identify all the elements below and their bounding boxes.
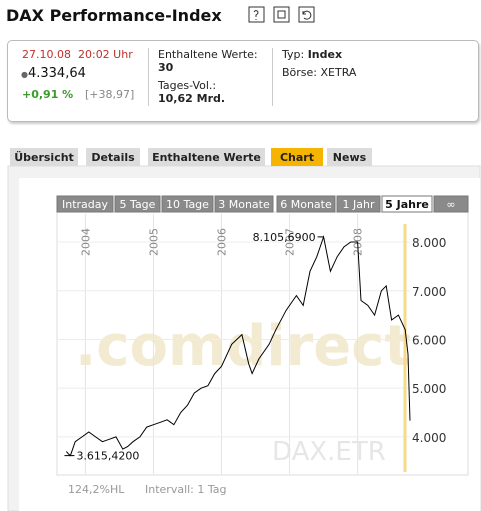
y-tick-label: 7.000 xyxy=(412,285,446,299)
chart-tab[interactable] xyxy=(381,195,433,213)
divider xyxy=(148,48,149,106)
chart-tab-label[interactable]: 6 Monate xyxy=(280,198,332,211)
icons xyxy=(248,6,315,23)
exchange-label: Börse: xyxy=(282,66,318,79)
chart-tab[interactable] xyxy=(114,195,161,213)
tab-label[interactable]: Enthaltene Werte xyxy=(152,151,261,164)
price-value: 4.334,64 xyxy=(27,66,86,81)
divider xyxy=(272,48,273,106)
change-abs: [+38,97] xyxy=(85,88,135,101)
chart-tab[interactable] xyxy=(214,195,274,213)
watermark: .comdirect xyxy=(75,314,411,379)
exchange-value: XETRA xyxy=(320,66,357,79)
type: Typ: Index xyxy=(282,48,342,61)
range-info: 124,2%HL xyxy=(68,483,125,496)
tab[interactable] xyxy=(327,148,372,166)
chart-tab[interactable] xyxy=(276,195,336,213)
quote-date: 27.10.08 20:02 Uhr xyxy=(22,48,133,61)
tab[interactable] xyxy=(148,148,265,166)
symbol-watermark: DAX.ETR xyxy=(272,437,386,467)
chart-tab[interactable] xyxy=(161,195,214,213)
title: DAX Performance-Index xyxy=(6,6,222,25)
change-pct: +0,91 % xyxy=(22,88,74,101)
y-tick-label: 8.000 xyxy=(412,236,446,250)
date: 27.10.08 xyxy=(22,48,71,61)
members: 30 xyxy=(158,61,174,74)
chart-tab-label[interactable]: ∞ xyxy=(446,198,455,211)
members-label: Enthaltene Werte: xyxy=(158,48,258,61)
type-label: Typ: xyxy=(282,48,305,61)
tab-label[interactable]: News xyxy=(333,151,367,164)
chart-tab-label[interactable]: Intraday xyxy=(62,198,109,211)
exchange: Börse: XETRA xyxy=(282,66,356,79)
type-value: Index xyxy=(307,48,343,61)
annotation-label: 3.615,4200 xyxy=(76,450,139,463)
price: ●4.334,64 xyxy=(21,66,86,81)
chart-tab[interactable] xyxy=(433,195,469,213)
chart-tab[interactable] xyxy=(56,195,114,213)
interval: Intervall: 1 Tag xyxy=(145,483,227,496)
y-tick-label: 4.000 xyxy=(412,431,446,445)
annotation-label: 8.105,6900 xyxy=(253,231,316,244)
tab-label[interactable]: Chart xyxy=(280,151,314,164)
quote-box xyxy=(7,40,479,122)
y-tick-label: 6.000 xyxy=(412,333,446,347)
chart-tab-label[interactable]: 1 Jahr xyxy=(343,198,375,211)
volume-label: Tages-Vol.: xyxy=(158,79,217,92)
volume: 10,62 Mrd. xyxy=(158,92,226,105)
tab-label[interactable]: Übersicht xyxy=(14,150,74,164)
y-tick-label: 5.000 xyxy=(412,382,446,396)
chart-tab-label[interactable]: 5 Tage xyxy=(120,198,156,211)
chart-tab[interactable] xyxy=(336,195,381,213)
tab-label[interactable]: Details xyxy=(91,151,135,164)
price-line xyxy=(66,234,411,457)
chart-tab-label[interactable]: 3 Monate xyxy=(218,198,270,211)
refresh-icon[interactable] xyxy=(298,6,315,23)
tab[interactable] xyxy=(10,148,78,166)
chart-tab-label[interactable]: 5 Jahre xyxy=(385,198,429,211)
time: 20:02 Uhr xyxy=(77,48,133,61)
tab[interactable] xyxy=(271,148,323,166)
tab[interactable] xyxy=(86,148,140,166)
chart-tab-label[interactable]: 10 Tage xyxy=(166,198,209,211)
